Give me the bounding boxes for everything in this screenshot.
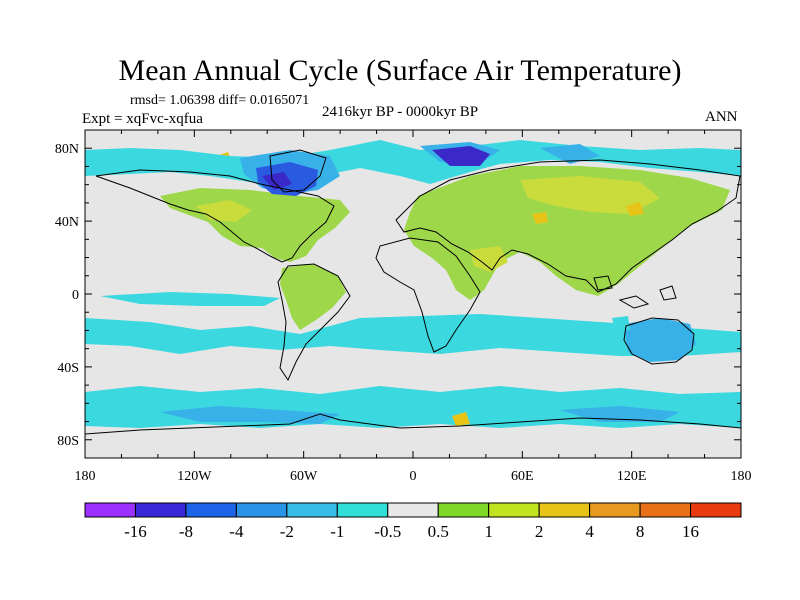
colorbar-label: 2 <box>535 522 544 541</box>
lon-tick-label: 0 <box>410 469 417 484</box>
cooling-extreme-arctic <box>262 146 490 190</box>
lat-tick-label: 40N <box>55 215 79 230</box>
coast-greenland <box>269 149 327 193</box>
colorbar-swatch <box>387 502 439 518</box>
lon-tick-label: 60E <box>511 469 534 484</box>
plot-title: Mean Annual Cycle (Surface Air Temperatu… <box>118 54 682 87</box>
colorbar-label: -4 <box>229 522 244 541</box>
coast-antarctica <box>85 413 741 435</box>
axis-ticks <box>84 129 742 459</box>
colorbar-swatch <box>134 502 187 518</box>
lat-tick-label: 80S <box>57 434 79 449</box>
cooling-tropical-pacific <box>100 292 280 306</box>
lon-tick-label: 120W <box>177 469 212 484</box>
longitude-tick-labels: 180 120W 60W 0 60E 120E 180 <box>75 469 752 484</box>
warming-south-america <box>280 264 346 330</box>
cooling-antarctic-ring <box>160 406 680 424</box>
cooling-south-band <box>85 314 741 356</box>
coast-eurasia <box>395 159 741 293</box>
colorbar-swatch <box>538 502 591 518</box>
latitude-tick-labels: 80N 40N 0 40S 80S <box>55 142 79 449</box>
colorbar-label: -2 <box>280 522 294 541</box>
rmsd-diff-stats: rmsd= 1.06398 diff= 0.0165071 <box>130 93 310 108</box>
colorbar-swatch <box>185 502 237 518</box>
colorbar-label: -1 <box>330 522 344 541</box>
coast-south-america <box>277 263 351 382</box>
colorbar-swatch <box>690 502 742 518</box>
colorbar-label: 4 <box>585 522 594 541</box>
colorbar-label: -16 <box>124 522 147 541</box>
coast-africa <box>375 237 481 353</box>
coast-australia <box>623 317 695 365</box>
lon-tick-label: 120E <box>617 469 647 484</box>
lon-tick-label: 180 <box>731 469 752 484</box>
colorbar <box>84 502 742 518</box>
colorbar-swatch <box>639 502 692 518</box>
colorbar-swatch <box>286 502 338 518</box>
colorbar-label: -0.5 <box>374 522 401 541</box>
warming-strong-eurasia <box>520 176 660 214</box>
colorbar-label: 16 <box>682 522 699 541</box>
colorbar-swatch <box>84 502 136 518</box>
colorbar-label: -8 <box>179 522 193 541</box>
time-period-label: 2416kyr BP - 0000kyr BP <box>322 104 479 120</box>
cooling-australia <box>624 318 696 362</box>
colorbar-label: 1 <box>484 522 493 541</box>
colorbar-tick-labels: -16 -8 -4 -2 -1 -0.5 0.5 1 2 4 8 16 <box>124 522 699 541</box>
lat-tick-label: 0 <box>72 288 79 303</box>
lon-tick-label: 60W <box>290 469 318 484</box>
coast-north-america <box>95 169 335 263</box>
lon-tick-label: 180 <box>75 469 96 484</box>
experiment-label: Expt = xqFvc-xqfua <box>82 111 203 127</box>
coast-islands <box>593 275 677 309</box>
colorbar-swatch <box>488 502 540 518</box>
colorbar-label: 8 <box>636 522 645 541</box>
warming-strong-arabia <box>470 246 508 272</box>
cooling-medium-north <box>240 142 600 194</box>
lat-tick-label: 80N <box>55 142 79 157</box>
colorbar-swatch <box>437 502 490 518</box>
lat-tick-label: 40S <box>57 361 79 376</box>
colorbar-label: 0.5 <box>428 522 449 541</box>
warming-antarctic-patch <box>452 412 470 426</box>
season-label: ANN <box>705 109 738 125</box>
colorbar-swatch <box>336 502 389 518</box>
colorbar-swatch <box>235 502 288 518</box>
coastlines <box>85 149 741 435</box>
colorbar-swatch <box>589 502 641 518</box>
